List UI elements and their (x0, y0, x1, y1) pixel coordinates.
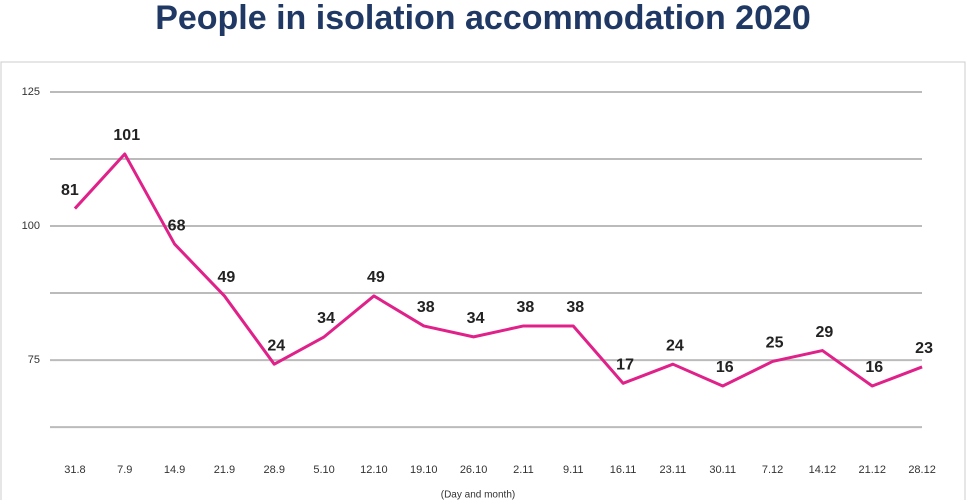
line-series (73, 152, 923, 388)
x-tick-label: 28.9 (264, 464, 285, 476)
data-label: 16 (716, 359, 734, 376)
data-label: 101 (113, 127, 140, 144)
x-tick-label: 21.9 (214, 464, 235, 476)
data-label: 81 (61, 182, 79, 199)
x-tick-label: 9.11 (563, 464, 584, 476)
x-tick-label: 21.12 (858, 464, 886, 476)
data-label: 17 (616, 357, 634, 374)
data-label: 34 (317, 310, 335, 327)
x-tick-label: 7.9 (117, 464, 132, 476)
x-tick-label: 14.12 (809, 464, 837, 476)
x-tick-label: 14.9 (164, 464, 185, 476)
x-tick-label: 5.10 (313, 464, 334, 476)
x-tick-label: 31.8 (64, 464, 85, 476)
x-tick-label: 23.11 (660, 464, 687, 476)
data-label: 25 (766, 335, 784, 352)
y-tick-label: 75 (28, 354, 40, 366)
data-label: 24 (666, 337, 684, 354)
data-label: 29 (816, 324, 834, 341)
x-tick-label: 16.11 (610, 464, 637, 476)
data-label: 38 (517, 299, 535, 316)
y-tick-label: 100 (22, 220, 40, 232)
y-tick-label: 125 (22, 86, 40, 98)
data-label: 49 (218, 269, 236, 286)
x-tick-label: 7.12 (762, 464, 783, 476)
x-tick-label: 30.11 (709, 464, 736, 476)
frame (0, 61, 966, 500)
data-label: 23 (915, 340, 933, 357)
x-tick-label: 26.10 (460, 464, 488, 476)
x-tick-label: 19.10 (410, 464, 438, 476)
x-tick-label: 2.11 (513, 464, 534, 476)
x-tick-label: 12.10 (360, 464, 388, 476)
x-axis-label: (Day and month) (441, 490, 515, 500)
data-label: 38 (566, 299, 584, 316)
data-label: 49 (367, 269, 385, 286)
data-label: 38 (417, 299, 435, 316)
x-tick-label: 28.12 (908, 464, 936, 476)
data-label: 24 (267, 337, 285, 354)
data-label: 16 (865, 359, 883, 376)
data-label: 34 (467, 310, 485, 327)
chart-title: People in isolation accommodation 2020 (155, 0, 811, 37)
data-label: 68 (168, 217, 186, 234)
